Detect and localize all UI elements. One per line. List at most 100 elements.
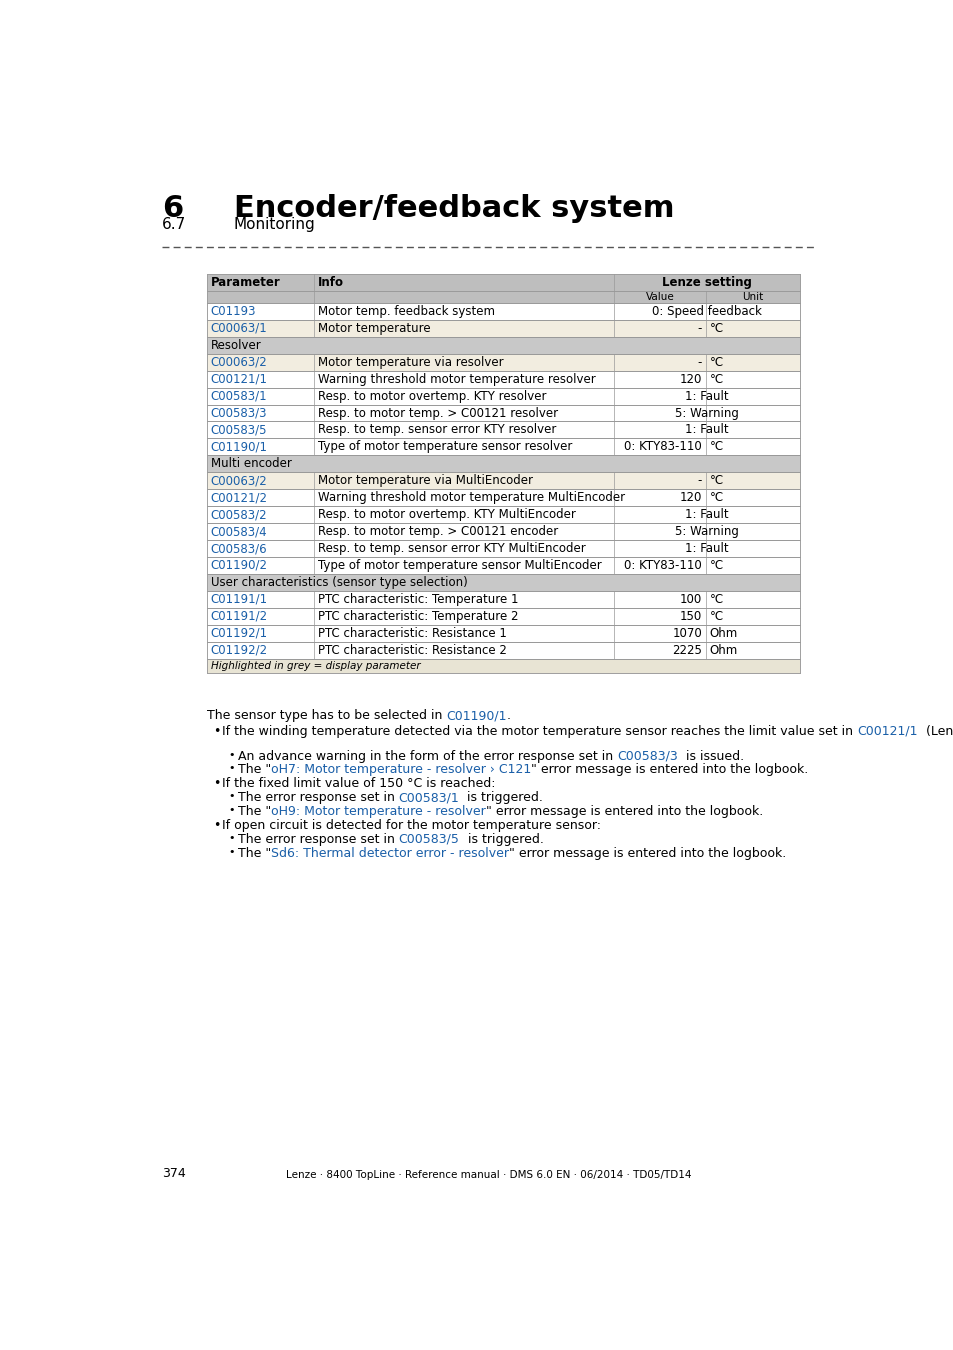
Text: •: • [213, 778, 220, 790]
Text: 120: 120 [679, 491, 701, 504]
Text: 0: Speed feedback: 0: Speed feedback [652, 305, 761, 317]
Text: Warning threshold motor temperature MultiEncoder: Warning threshold motor temperature Mult… [317, 491, 624, 504]
Text: Parameter: Parameter [211, 275, 280, 289]
Bar [207, 641, 799, 659]
Text: 5: Warning: 5: Warning [675, 406, 739, 420]
Text: 1: Fault: 1: Fault [684, 390, 728, 402]
Text: If the fixed limit value of 150 °C is reached:: If the fixed limit value of 150 °C is re… [222, 778, 496, 790]
Text: -: - [697, 321, 701, 335]
Bar [207, 421, 799, 439]
Bar [207, 659, 799, 672]
Text: Resolver: Resolver [211, 339, 261, 352]
Bar [207, 371, 799, 387]
Text: 100: 100 [679, 593, 701, 606]
Text: Type of motor temperature sensor resolver: Type of motor temperature sensor resolve… [317, 440, 572, 454]
Text: Warning threshold motor temperature resolver: Warning threshold motor temperature reso… [317, 373, 595, 386]
Text: Resp. to motor overtemp. KTY resolver: Resp. to motor overtemp. KTY resolver [317, 390, 545, 402]
Text: " error message is entered into the logbook.: " error message is entered into the logb… [485, 805, 762, 818]
Text: C01192/1: C01192/1 [211, 626, 268, 640]
Text: °C: °C [709, 491, 723, 504]
Text: •: • [229, 833, 234, 842]
Bar [207, 574, 799, 591]
Bar [207, 506, 799, 524]
Text: oH9: Motor temperature - resolver: oH9: Motor temperature - resolver [271, 805, 485, 818]
Bar [207, 472, 799, 489]
Text: 1: Fault: 1: Fault [684, 543, 728, 555]
Text: C00583/5: C00583/5 [211, 424, 267, 436]
Text: C00583/1: C00583/1 [211, 390, 267, 402]
Text: °C: °C [709, 610, 723, 622]
Bar [207, 387, 799, 405]
Text: C01190/1: C01190/1 [446, 710, 506, 722]
Text: PTC characteristic: Temperature 1: PTC characteristic: Temperature 1 [317, 593, 517, 606]
Text: Type of motor temperature sensor MultiEncoder: Type of motor temperature sensor MultiEn… [317, 559, 600, 572]
Text: Lenze · 8400 TopLine · Reference manual · DMS 6.0 EN · 06/2014 · TD05/TD14: Lenze · 8400 TopLine · Reference manual … [286, 1170, 691, 1180]
Text: Resp. to motor overtemp. KTY MultiEncoder: Resp. to motor overtemp. KTY MultiEncode… [317, 508, 575, 521]
Text: C00063/2: C00063/2 [211, 355, 267, 369]
Bar [207, 608, 799, 625]
Text: is triggered.: is triggered. [459, 833, 543, 845]
Text: .: . [506, 710, 510, 722]
Bar [207, 540, 799, 558]
Text: 1070: 1070 [672, 626, 701, 640]
Text: Encoder/feedback system: Encoder/feedback system [233, 194, 674, 223]
Text: PTC characteristic: Resistance 2: PTC characteristic: Resistance 2 [317, 644, 506, 656]
Text: Motor temperature: Motor temperature [317, 321, 430, 335]
Bar [207, 625, 799, 641]
Text: If the winding temperature detected via the motor temperature sensor reaches the: If the winding temperature detected via … [222, 725, 857, 738]
Text: 0: KTY83-110: 0: KTY83-110 [623, 440, 701, 454]
Text: C00121/1: C00121/1 [211, 373, 268, 386]
Text: Multi encoder: Multi encoder [211, 458, 292, 470]
Text: Lenze setting: Lenze setting [661, 275, 751, 289]
Text: C00583/4: C00583/4 [211, 525, 267, 539]
Bar [207, 320, 799, 336]
Text: 150: 150 [679, 610, 701, 622]
Text: C00583/2: C00583/2 [211, 508, 267, 521]
Text: C01193: C01193 [211, 305, 256, 317]
Bar [207, 336, 799, 354]
Text: " error message is entered into the logbook.: " error message is entered into the logb… [531, 763, 808, 776]
Text: -: - [697, 355, 701, 369]
Text: C01190/2: C01190/2 [211, 559, 268, 572]
Text: •: • [229, 846, 234, 856]
Text: PTC characteristic: Temperature 2: PTC characteristic: Temperature 2 [317, 610, 517, 622]
Text: °C: °C [709, 474, 723, 487]
Text: •: • [229, 763, 234, 774]
Text: °C: °C [709, 593, 723, 606]
Text: Resp. to motor temp. > C00121 resolver: Resp. to motor temp. > C00121 resolver [317, 406, 558, 420]
Text: Motor temp. feedback system: Motor temp. feedback system [317, 305, 495, 317]
Text: 374: 374 [162, 1166, 186, 1180]
Bar [207, 354, 799, 371]
Bar [207, 524, 799, 540]
Text: C00121/2: C00121/2 [211, 491, 268, 504]
Bar [207, 591, 799, 608]
Text: •: • [213, 725, 220, 738]
Text: Highlighted in grey = display parameter: Highlighted in grey = display parameter [211, 660, 420, 671]
Text: °C: °C [709, 440, 723, 454]
Bar [207, 439, 799, 455]
Bar [207, 290, 799, 302]
Text: oH7: Motor temperature - resolver › C121: oH7: Motor temperature - resolver › C121 [271, 763, 531, 776]
Text: C01192/2: C01192/2 [211, 644, 268, 656]
Text: The ": The " [237, 805, 271, 818]
Text: •: • [229, 749, 234, 760]
Text: •: • [229, 805, 234, 815]
Text: is triggered.: is triggered. [459, 791, 543, 805]
Text: Ohm: Ohm [709, 644, 738, 656]
Text: The error response set in: The error response set in [237, 791, 398, 805]
Text: C00583/1: C00583/1 [398, 791, 459, 805]
Text: " error message is entered into the logbook.: " error message is entered into the logb… [509, 846, 785, 860]
Text: Resp. to temp. sensor error KTY MultiEncoder: Resp. to temp. sensor error KTY MultiEnc… [317, 543, 585, 555]
Text: Value: Value [645, 292, 674, 302]
Text: C00583/6: C00583/6 [211, 543, 267, 555]
Text: 5: Warning: 5: Warning [675, 525, 739, 539]
Text: Info: Info [317, 275, 343, 289]
Text: C00121/1: C00121/1 [857, 725, 917, 738]
Text: C00063/1: C00063/1 [211, 321, 267, 335]
Text: 0: KTY83-110: 0: KTY83-110 [623, 559, 701, 572]
Text: 2225: 2225 [672, 644, 701, 656]
Text: Resp. to temp. sensor error KTY resolver: Resp. to temp. sensor error KTY resolver [317, 424, 556, 436]
Text: The sensor type has to be selected in: The sensor type has to be selected in [207, 710, 446, 722]
Text: C00583/3: C00583/3 [211, 406, 267, 420]
Text: C01190/1: C01190/1 [211, 440, 268, 454]
